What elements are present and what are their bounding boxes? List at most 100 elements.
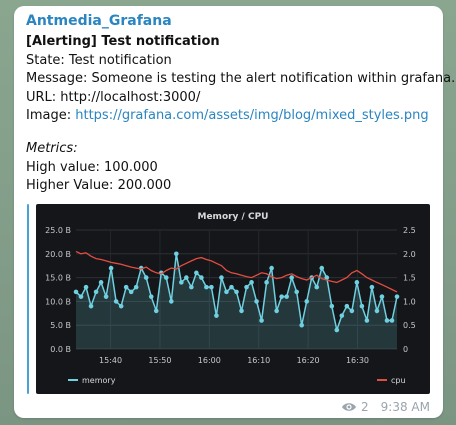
memory-point	[93, 289, 99, 295]
memory-point	[199, 275, 204, 280]
y-right-tick-label: 1.0	[403, 297, 416, 306]
memory-point	[234, 289, 239, 295]
cpu-line	[75, 250, 398, 293]
memory-point	[259, 318, 264, 323]
memory-point	[108, 265, 114, 271]
y-left-tick-label: 5.0 B	[50, 321, 71, 330]
x-tick-label: 16:20	[297, 356, 320, 365]
memory-point	[339, 313, 345, 318]
alert-url: URL: http://localhost:3000/	[26, 89, 201, 105]
memory-point	[289, 275, 294, 280]
memory-point	[384, 318, 390, 323]
memory-point	[133, 284, 139, 290]
memory-point	[374, 308, 380, 314]
memory-point	[369, 284, 375, 290]
preview-accent-bar	[27, 204, 29, 394]
memory-point	[179, 280, 184, 285]
memory-point	[294, 289, 299, 295]
memory-point	[304, 299, 310, 304]
memory-point	[254, 299, 259, 304]
y-right-tick-label: 0.5	[403, 321, 416, 330]
memory-point	[349, 308, 355, 314]
memory-point	[73, 289, 79, 295]
memory-point	[334, 327, 340, 333]
sender-name[interactable]: Antmedia_Grafana	[26, 13, 172, 29]
chart-title: Memory / CPU	[198, 212, 269, 222]
memory-point	[209, 284, 214, 290]
memory-area	[76, 253, 397, 349]
message-time: 9:38 AM	[380, 400, 430, 414]
memory-point	[229, 284, 234, 290]
memory-point	[284, 294, 289, 299]
y-left-tick-label: 10.0 B	[45, 297, 71, 306]
message-text: [Alerting] Test notification State: Test…	[26, 33, 456, 196]
memory-point	[389, 318, 395, 323]
memory-point	[194, 270, 199, 276]
memory-point	[214, 313, 219, 318]
memory-point	[83, 284, 89, 290]
eye-icon	[342, 403, 357, 411]
memory-point	[153, 308, 159, 314]
memory-point	[279, 294, 284, 299]
legend-cpu-label: cpu	[391, 376, 406, 385]
y-left-tick-label: 20.0 B	[45, 250, 71, 259]
memory-point	[163, 275, 169, 280]
x-tick-label: 16:10	[247, 356, 270, 365]
memory-point	[324, 275, 330, 280]
metrics-heading: Metrics:	[26, 140, 78, 156]
x-tick-label: 15:50	[148, 356, 171, 365]
memory-point	[379, 294, 385, 299]
memory-point	[249, 280, 254, 285]
spacer	[26, 126, 436, 140]
memory-point	[204, 284, 209, 290]
memory-point	[148, 294, 154, 299]
chart-image[interactable]: Memory / CPU 0.0 B 0 5.0 B 0.5 10.0 B 1.0 15.0 …	[36, 204, 430, 394]
memory-point	[329, 303, 335, 309]
y-right-tick-label: 1.5	[403, 274, 416, 283]
memory-point	[113, 299, 119, 304]
y-left-tick-label: 25.0 B	[45, 226, 71, 235]
memory-point	[174, 251, 179, 257]
memory-point	[394, 294, 400, 299]
memory-point	[239, 308, 244, 314]
memory-point	[143, 275, 149, 280]
memory-point	[344, 303, 350, 309]
image-link[interactable]: https://grafana.com/assets/img/blog/mixe…	[75, 108, 429, 124]
high-value: High value: 100.000	[26, 159, 158, 175]
link-preview[interactable]: Memory / CPU 0.0 B 0 5.0 B 0.5 10.0 B 1.0 15.0 …	[27, 204, 430, 394]
alert-title: [Alerting] Test notification	[26, 34, 220, 49]
alert-message: Message: Someone is testing the alert no…	[26, 71, 456, 87]
image-label: Image:	[26, 108, 76, 124]
memory-point	[359, 303, 365, 309]
memory-point	[184, 275, 189, 280]
memory-point	[123, 284, 129, 290]
y-left-tick-label: 15.0 B	[45, 274, 71, 283]
memory-point	[319, 265, 325, 271]
memory-point	[98, 280, 104, 285]
view-count: 2	[361, 400, 369, 414]
memory-point	[88, 303, 94, 309]
x-tick-label: 15:40	[99, 356, 122, 365]
memory-point	[189, 284, 194, 290]
alert-state: State: Test notification	[26, 52, 172, 68]
memory-point	[103, 294, 109, 299]
higher-value: Higher Value: 200.000	[26, 178, 172, 194]
message-meta: 2 9:38 AM	[341, 400, 430, 414]
memory-point	[128, 289, 134, 295]
memory-cpu-chart: Memory / CPU 0.0 B 0 5.0 B 0.5 10.0 B 1.0 15.0 …	[45, 212, 416, 385]
memory-point	[78, 294, 84, 299]
memory-point	[118, 303, 124, 309]
alert-image-line: Image: https://grafana.com/assets/img/bl…	[26, 107, 436, 126]
memory-point	[274, 308, 279, 314]
memory-point	[264, 280, 269, 285]
message-bubble[interactable]: Antmedia_Grafana [Alerting] Test notific…	[14, 6, 456, 418]
memory-point	[269, 265, 274, 271]
memory-point	[224, 289, 229, 295]
memory-point	[244, 284, 249, 290]
memory-point	[219, 275, 224, 280]
x-tick-label: 16:30	[346, 356, 369, 365]
memory-point	[314, 284, 320, 290]
legend-memory-label: memory	[82, 376, 116, 385]
memory-point	[364, 318, 370, 323]
y-right-tick-label: 0	[403, 345, 408, 354]
